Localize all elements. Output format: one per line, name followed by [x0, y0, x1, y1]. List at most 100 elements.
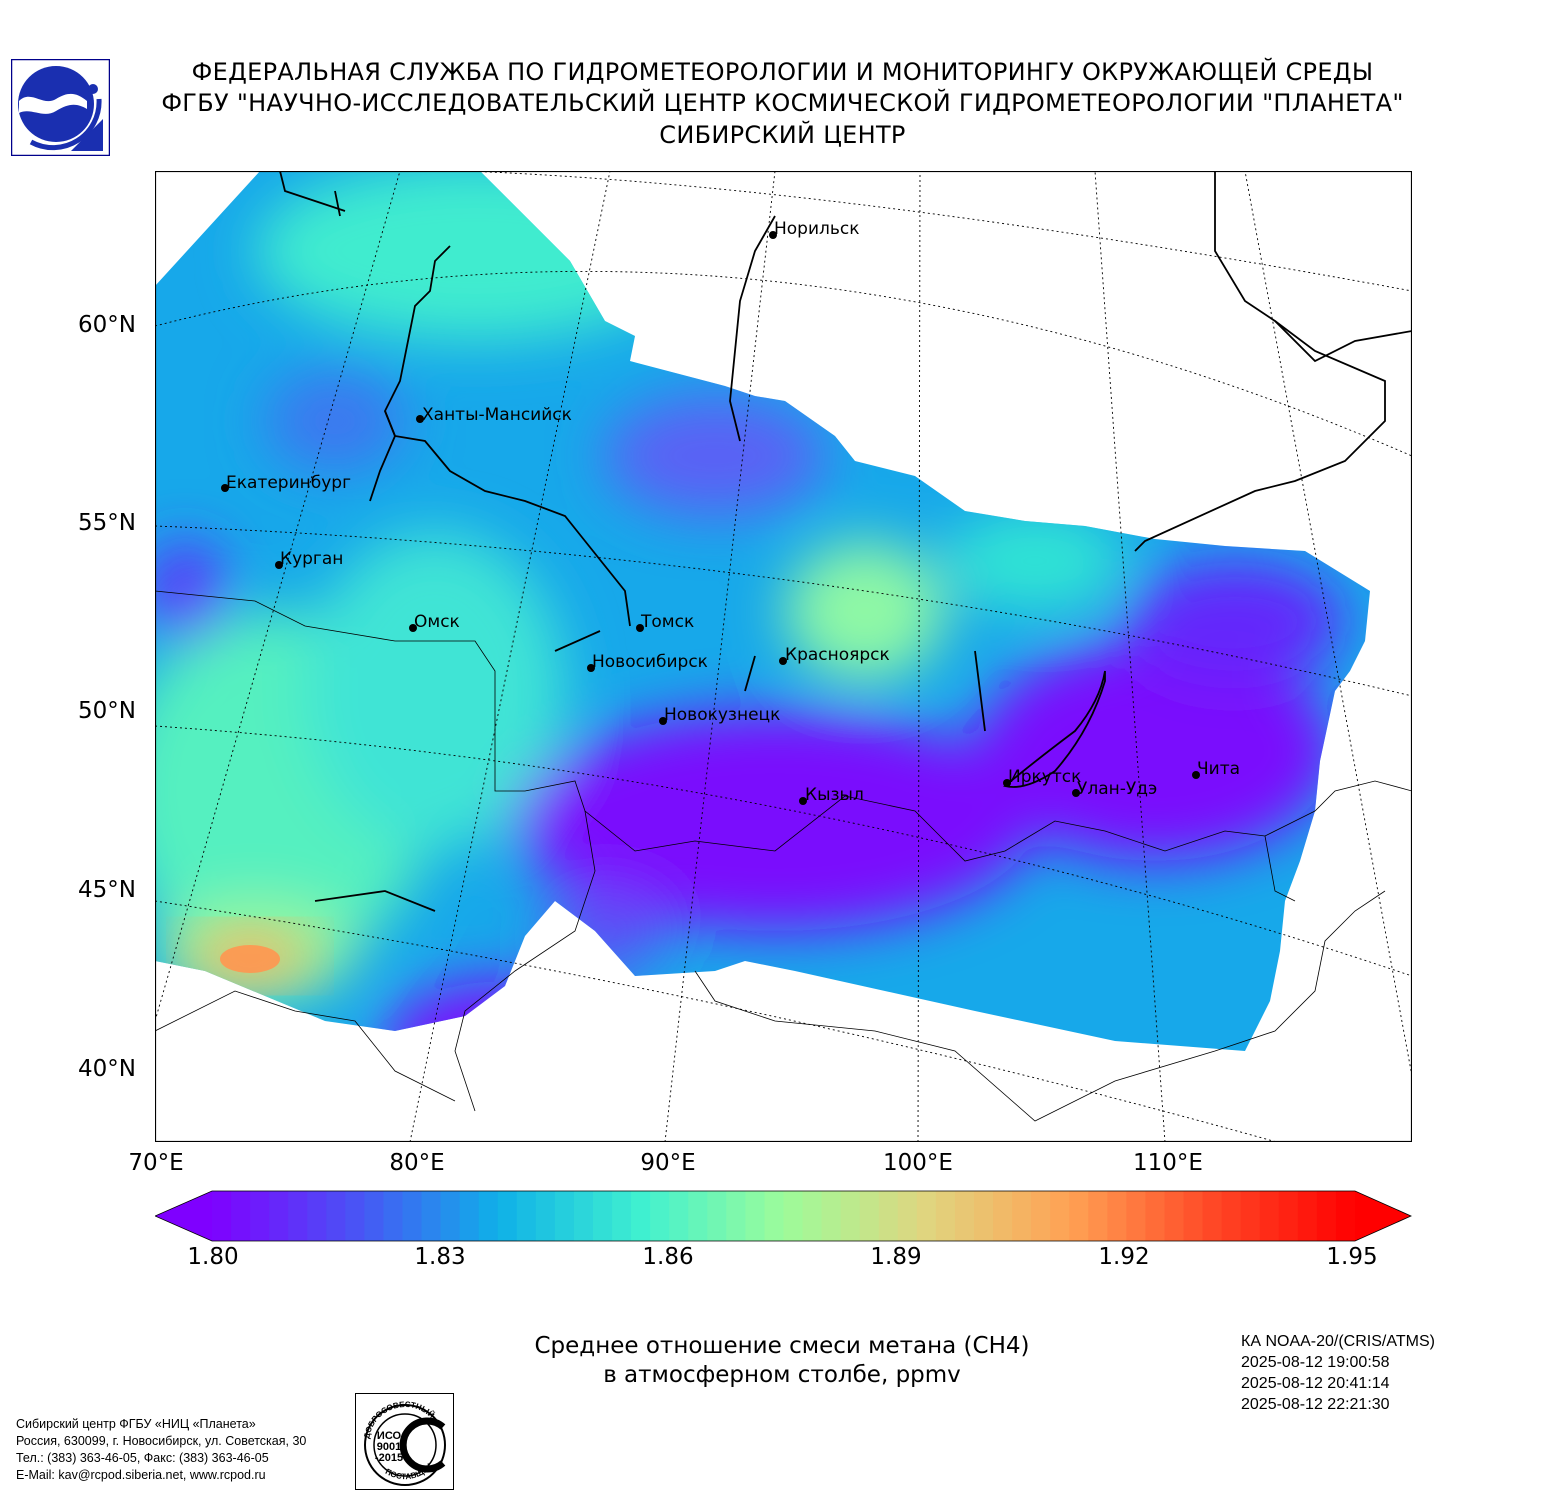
- colorbar-segment: [364, 1191, 385, 1241]
- map-caption-line2: в атмосферном столбе, ppmv: [603, 1362, 961, 1388]
- colorbar-segment: [383, 1191, 404, 1241]
- colorbar-segment: [573, 1191, 594, 1241]
- satellite-time: 2025-08-12 22:21:30: [1241, 1396, 1390, 1413]
- svg-text:-2015: -2015: [375, 1452, 403, 1464]
- colorbar-segment: [345, 1191, 365, 1241]
- colorbar-segment: [1012, 1191, 1032, 1241]
- lon-label-80: 80°E: [389, 1150, 445, 1176]
- colorbar-segment: [859, 1191, 880, 1241]
- colorbar-segment: [231, 1191, 251, 1241]
- colorbar-segment: [688, 1191, 708, 1241]
- header-title-line1: ФЕДЕРАЛЬНАЯ СЛУЖБА ПО ГИДРОМЕТЕОРОЛОГИИ …: [191, 58, 1374, 86]
- city-marker: [659, 717, 667, 725]
- city-label-ulan-ude: Улан-Удэ: [1077, 779, 1158, 799]
- colorbar-tick: 1.92: [1098, 1244, 1150, 1270]
- lon-label-100: 100°E: [883, 1150, 953, 1176]
- colorbar-segment: [421, 1191, 442, 1241]
- colorbar-segment: [478, 1191, 499, 1241]
- city-label-irkutsk: Иркутск: [1008, 767, 1082, 787]
- contact-org: Сибирский центр ФГБУ «НИЦ «Планета»: [16, 1417, 256, 1431]
- contact-address: Россия, 630099, г. Новосибирск, ул. Сове…: [16, 1434, 307, 1448]
- city-marker: [409, 624, 417, 632]
- colorbar-segment: [802, 1191, 823, 1241]
- lon-label-90: 90°E: [640, 1150, 696, 1176]
- colorbar-segment: [612, 1191, 632, 1241]
- lat-label-40: 40°N: [78, 1056, 136, 1082]
- colorbar-segment: [745, 1191, 766, 1241]
- colorbar-segment: [974, 1191, 994, 1241]
- colorbar-segment: [1164, 1191, 1185, 1241]
- colorbar-tick: 1.83: [414, 1244, 466, 1270]
- colorbar-segment: [1202, 1191, 1223, 1241]
- colorbar-segment: [326, 1191, 346, 1241]
- colorbar-segment: [916, 1191, 937, 1241]
- colorbar-segment: [1107, 1191, 1127, 1241]
- colorbar-segment: [1316, 1191, 1337, 1241]
- colorbar-segment: [440, 1191, 461, 1241]
- city-label-krasnoyarsk: Красноярск: [785, 645, 890, 665]
- city-label-norilsk: Норильск: [774, 219, 860, 239]
- colorbar: [155, 1190, 1412, 1242]
- city-marker: [416, 415, 424, 423]
- colorbar-segment: [459, 1191, 480, 1241]
- colorbar-segment: [1335, 1191, 1356, 1241]
- colorbar-segment: [993, 1191, 1013, 1241]
- colorbar-segment: [212, 1191, 232, 1241]
- roshydromet-logo-icon: [11, 59, 110, 156]
- city-label-omsk: Омск: [414, 612, 460, 632]
- city-marker: [587, 664, 595, 672]
- svg-text:ИСО: ИСО: [377, 1430, 402, 1442]
- city-label-chita: Чита: [1197, 759, 1241, 779]
- lon-label-110: 110°E: [1133, 1150, 1203, 1176]
- colorbar-segment: [269, 1191, 289, 1241]
- colorbar-segment: [554, 1191, 575, 1241]
- colorbar-segment: [631, 1191, 651, 1241]
- methane-map: [155, 171, 1412, 1142]
- colorbar-segment: [669, 1191, 689, 1241]
- colorbar-segment: [1278, 1191, 1299, 1241]
- colorbar-segment: [726, 1191, 746, 1241]
- city-marker: [636, 624, 644, 632]
- lat-label-45: 45°N: [78, 877, 136, 903]
- colorbar-segment: [1126, 1191, 1147, 1241]
- colorbar-segment: [1050, 1191, 1070, 1241]
- city-label-tomsk: Томск: [641, 612, 695, 632]
- header-title-line3: СИБИРСКИЙ ЦЕНТР: [659, 121, 906, 149]
- colorbar-segment: [497, 1191, 518, 1241]
- city-label-kurgan: Курган: [280, 549, 344, 569]
- lat-label-55: 55°N: [78, 510, 136, 536]
- colorbar-tick: 1.86: [642, 1244, 694, 1270]
- colorbar-segment: [707, 1191, 727, 1241]
- city-marker: [275, 561, 283, 569]
- iso-certification-badge: ДОБРОСОВЕСТНЫЙ ПОСТАВЩИК ИСО 9001 -2015: [355, 1393, 454, 1490]
- city-marker: [779, 657, 787, 665]
- contact-phone: Тел.: (383) 363-46-05, Факс: (383) 363-4…: [16, 1451, 269, 1465]
- colorbar-extend-min: [155, 1191, 212, 1241]
- colorbar-segment: [307, 1191, 327, 1241]
- colorbar-segment: [1183, 1191, 1204, 1241]
- city-label-novokuznetsk: Новокузнецк: [664, 705, 781, 725]
- city-marker: [799, 797, 807, 805]
- header-title-line2: ФГБУ "НАУЧНО-ИССЛЕДОВАТЕЛЬСКИЙ ЦЕНТР КОС…: [161, 89, 1404, 117]
- colorbar-tick: 1.95: [1326, 1244, 1378, 1270]
- map-caption-line1: Среднее отношение смеси метана (CH4): [534, 1333, 1030, 1359]
- colorbar-segment: [1088, 1191, 1108, 1241]
- colorbar-segment: [593, 1191, 613, 1241]
- lon-label-70: 70°E: [128, 1150, 184, 1176]
- colorbar-segment: [783, 1191, 804, 1241]
- colorbar-extend-max: [1355, 1191, 1411, 1241]
- colorbar-segment: [1240, 1191, 1261, 1241]
- colorbar-segment: [1031, 1191, 1051, 1241]
- colorbar-segment: [288, 1191, 308, 1241]
- city-label-novosibirsk: Новосибирск: [592, 652, 708, 672]
- colorbar-segment: [954, 1191, 975, 1241]
- colorbar-segment: [1145, 1191, 1166, 1241]
- colorbar-segment: [1069, 1191, 1089, 1241]
- colorbar-segment: [840, 1191, 861, 1241]
- city-marker: [769, 231, 777, 239]
- city-label-khanty-mansiysk: Ханты-Мансийск: [422, 405, 572, 425]
- city-marker: [1192, 771, 1200, 779]
- city-label-kyzyl: Кызыл: [805, 785, 864, 805]
- colorbar-segment: [821, 1191, 842, 1241]
- colorbar-segment: [1297, 1191, 1318, 1241]
